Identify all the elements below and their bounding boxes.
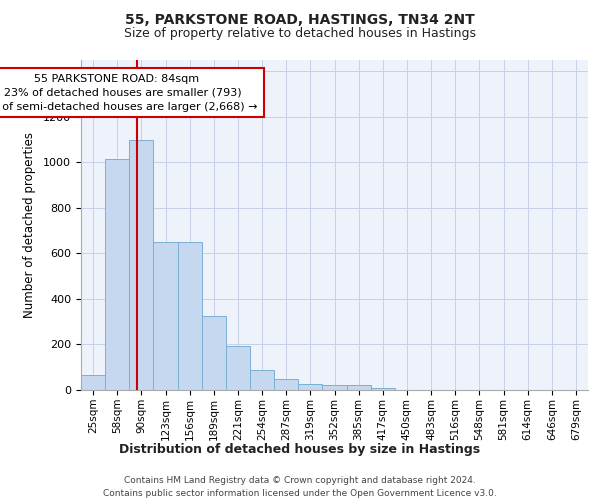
Bar	[250, 370, 274, 390]
Text: 55 PARKSTONE ROAD: 84sqm
← 23% of detached houses are smaller (793)
76% of semi-: 55 PARKSTONE ROAD: 84sqm ← 23% of detach…	[0, 74, 258, 112]
Bar	[178, 242, 202, 390]
Bar	[347, 386, 371, 390]
Text: Distribution of detached houses by size in Hastings: Distribution of detached houses by size …	[119, 442, 481, 456]
Bar	[298, 384, 322, 390]
Text: Size of property relative to detached houses in Hastings: Size of property relative to detached ho…	[124, 28, 476, 40]
Bar	[371, 388, 395, 390]
Bar	[322, 386, 347, 390]
Bar	[129, 140, 154, 390]
Bar	[226, 346, 250, 390]
Text: 55, PARKSTONE ROAD, HASTINGS, TN34 2NT: 55, PARKSTONE ROAD, HASTINGS, TN34 2NT	[125, 12, 475, 26]
Text: Contains public sector information licensed under the Open Government Licence v3: Contains public sector information licen…	[103, 489, 497, 498]
Bar	[202, 316, 226, 390]
Text: Contains HM Land Registry data © Crown copyright and database right 2024.: Contains HM Land Registry data © Crown c…	[124, 476, 476, 485]
Bar	[154, 242, 178, 390]
Bar	[105, 159, 129, 390]
Y-axis label: Number of detached properties: Number of detached properties	[23, 132, 36, 318]
Bar	[274, 378, 298, 390]
Bar	[81, 375, 105, 390]
